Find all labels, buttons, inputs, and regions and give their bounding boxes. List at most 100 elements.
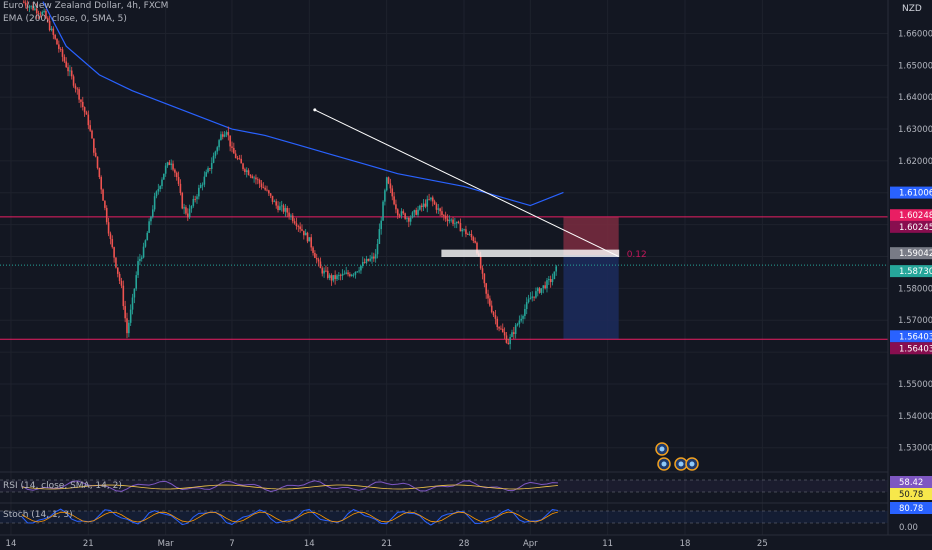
candle-body xyxy=(45,10,47,19)
position-zones: 0.12 xyxy=(563,216,647,340)
candle-body xyxy=(524,309,526,316)
candle-body xyxy=(350,274,353,276)
candle-body xyxy=(157,189,160,192)
candle-body xyxy=(61,49,64,57)
candle-body xyxy=(273,201,276,203)
candle-body xyxy=(505,335,508,343)
candle-body xyxy=(100,177,103,190)
candle-body xyxy=(461,229,464,232)
candle-body xyxy=(256,179,259,181)
candle-body xyxy=(409,217,412,222)
candle-body xyxy=(72,76,75,86)
candle-body xyxy=(326,270,329,278)
ema-path xyxy=(42,1,564,207)
candle-body xyxy=(240,158,243,164)
candle-body xyxy=(233,147,235,154)
candle-body xyxy=(339,275,342,277)
candle-body xyxy=(312,247,314,253)
currency-badge[interactable]: NZD xyxy=(902,4,922,14)
candle-body xyxy=(96,156,99,168)
candle-body xyxy=(527,299,530,303)
event-icon-dot xyxy=(659,446,665,452)
candle-body xyxy=(163,173,165,180)
candle-body xyxy=(470,234,473,238)
time-tick-label: 25 xyxy=(757,539,768,549)
candle-body xyxy=(422,203,425,207)
candle-body xyxy=(466,234,469,235)
candle-body xyxy=(223,134,226,137)
candle-body xyxy=(540,288,543,293)
support-price-label: 1.56403 xyxy=(899,344,932,354)
candle-body xyxy=(352,274,355,276)
candle-body xyxy=(542,285,545,289)
candle-body xyxy=(544,285,546,289)
candle-body xyxy=(39,13,42,15)
candle-body xyxy=(24,2,27,6)
candle-body xyxy=(284,208,287,212)
candle-body xyxy=(129,309,132,323)
candle-body xyxy=(472,237,475,241)
candle-body xyxy=(128,322,130,334)
entry-price-label: 1.59042 xyxy=(899,249,932,259)
event-icons[interactable] xyxy=(655,442,699,471)
candle-body xyxy=(500,328,502,330)
candle-body xyxy=(529,297,532,300)
candle-body xyxy=(174,169,176,173)
candle-body xyxy=(448,220,451,222)
candle-body xyxy=(196,196,198,200)
candle-body xyxy=(164,165,167,174)
candle-body xyxy=(538,288,541,293)
candle-body xyxy=(548,279,550,281)
candle-body xyxy=(150,216,152,222)
candle-body xyxy=(304,232,307,236)
candle-body xyxy=(501,328,504,333)
supply-box-rect xyxy=(441,249,620,258)
candle-body xyxy=(358,270,360,272)
candle-body xyxy=(525,302,528,310)
candle-body xyxy=(212,155,215,163)
candle-body xyxy=(419,205,421,210)
candle-body xyxy=(116,267,119,274)
candle-body xyxy=(533,296,535,298)
candle-body xyxy=(58,44,60,49)
candle-body xyxy=(282,205,285,212)
time-axis[interactable]: 14 21 Mar 7 14 21 28 Apr 11 18 25 xyxy=(0,534,932,549)
candle-body xyxy=(455,221,458,224)
candle-body xyxy=(126,318,128,334)
time-tick-label: 21 xyxy=(83,539,94,549)
current-price-label-bg xyxy=(890,265,932,278)
candle-body xyxy=(391,188,394,197)
candle-body xyxy=(321,268,324,274)
candle-body xyxy=(260,183,263,188)
ema-price-label-bg xyxy=(890,186,932,199)
trendline[interactable] xyxy=(313,108,619,257)
candle-body xyxy=(245,170,248,173)
candle-body xyxy=(481,268,484,274)
candle-body xyxy=(268,190,270,194)
candle-body xyxy=(315,257,318,260)
candle-body xyxy=(69,70,71,72)
candle-body xyxy=(489,298,491,306)
ema-price-label: 1.61006 xyxy=(899,189,932,199)
candle-body xyxy=(549,279,552,283)
time-tick-label: Apr xyxy=(523,539,538,549)
candle-body xyxy=(238,158,241,160)
position-ratio-label: 0.12 xyxy=(627,250,647,260)
price-tick-label: 1.64000 xyxy=(898,93,932,103)
candle-body xyxy=(317,259,320,262)
candle-body xyxy=(166,162,169,166)
supply-box[interactable] xyxy=(441,249,620,258)
candle-body xyxy=(522,315,524,319)
candle-body xyxy=(376,243,379,255)
stoch-d-line xyxy=(21,511,559,523)
candle-body xyxy=(336,275,338,280)
candle-body xyxy=(188,208,191,218)
candle-body xyxy=(153,196,156,210)
candle-body xyxy=(186,213,189,218)
candle-body xyxy=(496,318,499,328)
price-axis[interactable]: 1.66000 1.65000 1.64000 1.63000 1.62000 1.580… xyxy=(887,0,932,535)
candle-body xyxy=(334,275,336,280)
candle-body xyxy=(367,258,370,261)
